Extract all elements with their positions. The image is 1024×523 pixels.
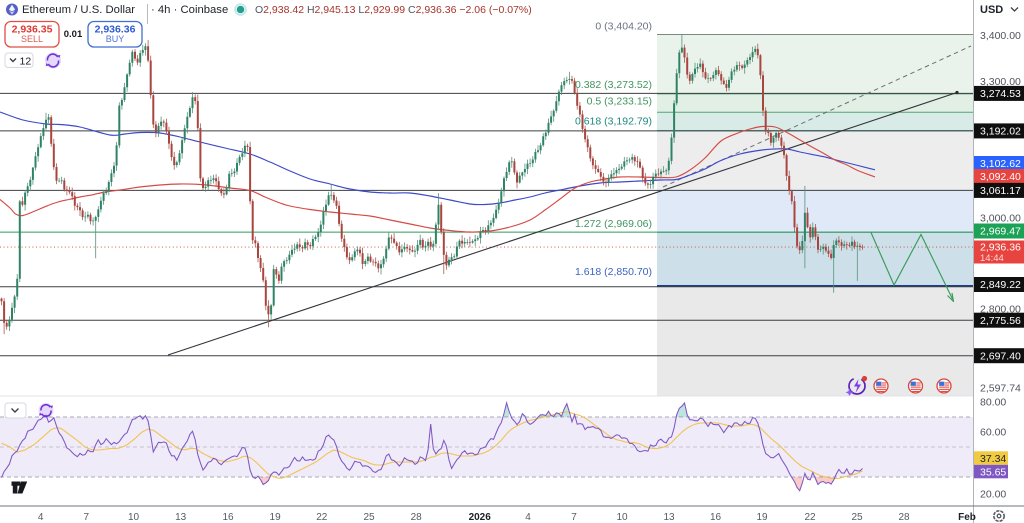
svg-text:SELL: SELL	[21, 34, 43, 44]
svg-text:3,092.40: 3,092.40	[980, 171, 1021, 183]
svg-text:USD: USD	[980, 4, 1003, 16]
svg-text:1.618 (2,850.70): 1.618 (2,850.70)	[575, 266, 652, 278]
svg-text:16: 16	[710, 512, 722, 523]
svg-text:Feb: Feb	[958, 512, 976, 523]
svg-text:1.272 (2,969.06): 1.272 (2,969.06)	[575, 218, 652, 230]
svg-text:12: 12	[20, 56, 32, 68]
svg-text:2,969.47: 2,969.47	[980, 226, 1021, 238]
svg-text:2,597.74: 2,597.74	[980, 383, 1021, 395]
svg-text:3,000.00: 3,000.00	[980, 212, 1021, 224]
svg-text:14:44: 14:44	[980, 253, 1004, 264]
svg-text:80.00: 80.00	[980, 397, 1006, 409]
svg-text:3,102.62: 3,102.62	[980, 158, 1021, 170]
svg-text:20.00: 20.00	[980, 489, 1006, 501]
svg-text:3,192.02: 3,192.02	[980, 126, 1021, 138]
svg-text:10: 10	[616, 512, 628, 523]
svg-text:4: 4	[525, 512, 531, 523]
svg-text:3,274.53: 3,274.53	[980, 88, 1021, 100]
svg-text:37.34: 37.34	[980, 453, 1006, 465]
svg-text:4: 4	[38, 512, 44, 523]
svg-text:25: 25	[363, 512, 375, 523]
svg-text:16: 16	[222, 512, 234, 523]
svg-text:2,775.56: 2,775.56	[980, 315, 1021, 327]
svg-text:19: 19	[756, 512, 768, 523]
svg-text:0.618 (3,192.79): 0.618 (3,192.79)	[575, 116, 652, 128]
svg-text:0 (3,404.20): 0 (3,404.20)	[595, 21, 652, 33]
svg-text:35.65: 35.65	[980, 466, 1006, 478]
svg-text:3,400.00: 3,400.00	[980, 30, 1021, 42]
svg-text:60.00: 60.00	[980, 427, 1006, 439]
svg-text:2,849.22: 2,849.22	[980, 279, 1021, 291]
svg-text:0.01: 0.01	[64, 29, 83, 40]
svg-text:22: 22	[804, 512, 816, 523]
svg-text:13: 13	[663, 512, 675, 523]
svg-text:7: 7	[571, 512, 577, 523]
svg-text:2,936.36: 2,936.36	[95, 24, 136, 36]
svg-text:2026: 2026	[469, 512, 492, 523]
svg-text:13: 13	[175, 512, 187, 523]
svg-text:Ethereum / U.S. Dollar: Ethereum / U.S. Dollar	[22, 4, 135, 16]
svg-text:7: 7	[84, 512, 90, 523]
svg-text:0.382 (3,273.52): 0.382 (3,273.52)	[575, 79, 652, 91]
svg-text:2,936.36: 2,936.36	[980, 242, 1021, 254]
svg-text:3,061.17: 3,061.17	[980, 185, 1021, 197]
svg-text:22: 22	[316, 512, 328, 523]
svg-text:10: 10	[128, 512, 140, 523]
svg-text:O2,938.42 H2,945.13 L2,929.99: O2,938.42 H2,945.13 L2,929.99 C2,936.36 …	[255, 4, 532, 16]
svg-text:2,697.40: 2,697.40	[980, 350, 1021, 362]
svg-text:28: 28	[411, 512, 423, 523]
svg-text:BUY: BUY	[106, 34, 125, 44]
svg-text:28: 28	[898, 512, 910, 523]
svg-text:19: 19	[270, 512, 282, 523]
svg-text:2,936.35: 2,936.35	[12, 24, 53, 36]
svg-text:3,300.00: 3,300.00	[980, 76, 1021, 88]
svg-text:2,800.00: 2,800.00	[980, 304, 1021, 316]
svg-text:25: 25	[851, 512, 863, 523]
svg-text:0.5 (3,233.15): 0.5 (3,233.15)	[587, 96, 652, 108]
svg-text:· 4h · Coinbase: · 4h · Coinbase	[151, 4, 228, 16]
